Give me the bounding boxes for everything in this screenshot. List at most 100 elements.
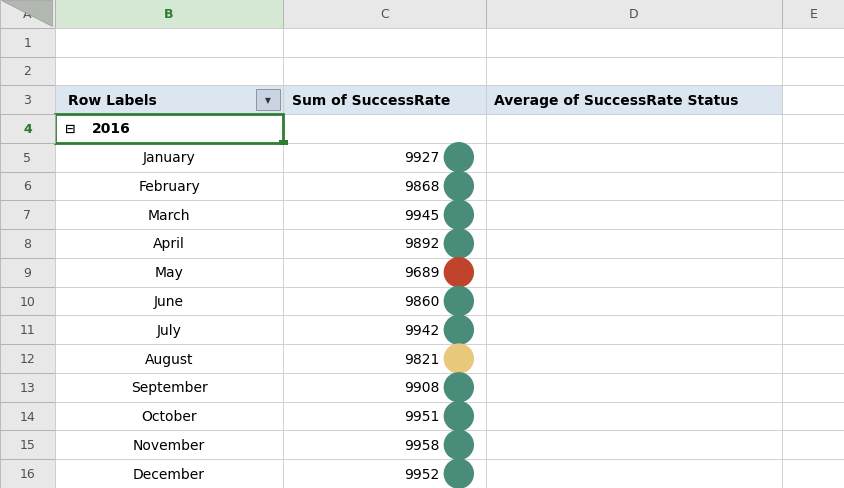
Polygon shape bbox=[1, 1, 52, 27]
Bar bbox=[55, 86, 283, 115]
Text: A: A bbox=[23, 8, 32, 21]
Bar bbox=[781, 0, 844, 29]
Text: January: January bbox=[143, 151, 195, 165]
Bar bbox=[485, 29, 781, 58]
Text: June: June bbox=[154, 294, 184, 308]
Bar bbox=[55, 459, 283, 488]
Bar bbox=[485, 201, 781, 230]
Bar bbox=[283, 86, 485, 115]
Bar bbox=[283, 143, 485, 172]
Bar bbox=[0, 402, 55, 430]
Text: 2: 2 bbox=[24, 65, 31, 78]
Bar bbox=[485, 86, 781, 115]
Bar bbox=[485, 459, 781, 488]
Bar bbox=[485, 115, 781, 143]
Text: December: December bbox=[133, 467, 205, 481]
Bar bbox=[283, 373, 485, 402]
Text: October: October bbox=[141, 409, 197, 423]
Ellipse shape bbox=[443, 258, 473, 288]
Bar bbox=[485, 373, 781, 402]
Ellipse shape bbox=[443, 344, 473, 374]
Text: 9927: 9927 bbox=[403, 151, 439, 165]
Bar bbox=[55, 430, 283, 459]
Bar bbox=[485, 287, 781, 316]
Text: September: September bbox=[131, 381, 207, 394]
Text: 5: 5 bbox=[24, 151, 31, 164]
Bar bbox=[485, 58, 781, 86]
Bar bbox=[55, 402, 283, 430]
Bar bbox=[0, 86, 55, 115]
Ellipse shape bbox=[443, 171, 473, 202]
Bar bbox=[55, 29, 283, 58]
Text: 2016: 2016 bbox=[92, 122, 131, 136]
Bar bbox=[283, 0, 485, 29]
Bar bbox=[781, 430, 844, 459]
Text: 9958: 9958 bbox=[403, 438, 439, 452]
Bar bbox=[55, 115, 283, 143]
Bar bbox=[781, 172, 844, 201]
Bar bbox=[283, 258, 485, 287]
Bar bbox=[0, 143, 55, 172]
Bar bbox=[485, 143, 781, 172]
Bar bbox=[283, 29, 485, 58]
Bar bbox=[485, 172, 781, 201]
Text: April: April bbox=[153, 237, 185, 251]
Text: B: B bbox=[164, 8, 174, 21]
Bar bbox=[0, 345, 55, 373]
Bar bbox=[55, 115, 283, 143]
Bar bbox=[0, 459, 55, 488]
Bar bbox=[485, 86, 781, 115]
Bar bbox=[485, 345, 781, 373]
Text: 9892: 9892 bbox=[403, 237, 439, 251]
Bar bbox=[0, 230, 55, 258]
Bar bbox=[279, 141, 287, 146]
Ellipse shape bbox=[443, 372, 473, 403]
Text: 3: 3 bbox=[24, 94, 31, 107]
Bar bbox=[55, 230, 283, 258]
Ellipse shape bbox=[443, 142, 473, 173]
Text: August: August bbox=[144, 352, 193, 366]
Bar bbox=[485, 230, 781, 258]
Text: 9860: 9860 bbox=[403, 294, 439, 308]
Text: 7: 7 bbox=[24, 209, 31, 222]
Text: 9821: 9821 bbox=[403, 352, 439, 366]
Bar bbox=[781, 459, 844, 488]
Bar bbox=[781, 258, 844, 287]
Text: March: March bbox=[148, 208, 190, 222]
Bar bbox=[55, 287, 283, 316]
Bar bbox=[781, 58, 844, 86]
Bar bbox=[781, 115, 844, 143]
Text: 11: 11 bbox=[19, 324, 35, 337]
Bar bbox=[55, 58, 283, 86]
Bar bbox=[0, 115, 55, 143]
Ellipse shape bbox=[443, 315, 473, 346]
Bar bbox=[781, 230, 844, 258]
Bar bbox=[283, 58, 485, 86]
Bar bbox=[0, 115, 55, 143]
Text: 6: 6 bbox=[24, 180, 31, 193]
Bar bbox=[55, 201, 283, 230]
Bar bbox=[55, 345, 283, 373]
Bar bbox=[283, 459, 485, 488]
Text: 4: 4 bbox=[23, 122, 32, 136]
Text: 9: 9 bbox=[24, 266, 31, 279]
Text: 1: 1 bbox=[24, 37, 31, 50]
Bar bbox=[55, 0, 283, 29]
Text: 8: 8 bbox=[24, 238, 31, 250]
Bar bbox=[0, 0, 55, 29]
Text: November: November bbox=[133, 438, 205, 452]
Bar bbox=[0, 287, 55, 316]
Ellipse shape bbox=[443, 430, 473, 460]
Text: 9952: 9952 bbox=[403, 467, 439, 481]
Bar bbox=[283, 172, 485, 201]
Bar bbox=[781, 86, 844, 115]
Text: July: July bbox=[156, 323, 181, 337]
Ellipse shape bbox=[443, 458, 473, 488]
Bar bbox=[781, 29, 844, 58]
Bar bbox=[0, 29, 55, 58]
Bar bbox=[781, 316, 844, 345]
Bar bbox=[781, 345, 844, 373]
Bar bbox=[55, 86, 283, 115]
Bar bbox=[55, 258, 283, 287]
Text: 9945: 9945 bbox=[403, 208, 439, 222]
